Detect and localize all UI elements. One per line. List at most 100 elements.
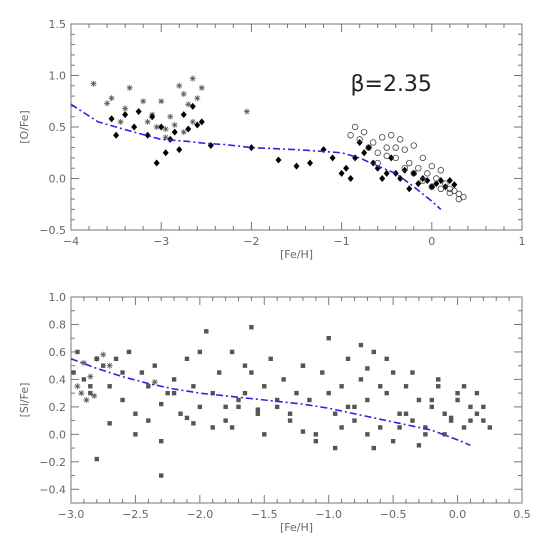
asterisk-point bbox=[100, 351, 107, 358]
square-point bbox=[390, 370, 396, 375]
square-point bbox=[365, 366, 370, 371]
circle-point bbox=[351, 123, 359, 131]
square-point bbox=[442, 432, 447, 437]
x-axis-label: [Fe/H] bbox=[280, 248, 313, 261]
square-point bbox=[229, 425, 235, 430]
model-curve bbox=[71, 358, 471, 447]
asterisk-stroke bbox=[78, 390, 84, 396]
circle-point bbox=[437, 167, 445, 174]
square-point bbox=[448, 415, 454, 421]
circle-point bbox=[383, 152, 390, 160]
asterisk-point bbox=[144, 118, 151, 125]
y-tick-label: 1.0 bbox=[49, 70, 67, 83]
circle-point bbox=[392, 154, 399, 162]
asterisk-point bbox=[104, 100, 111, 107]
asterisk-point bbox=[176, 82, 183, 89]
asterisk-stroke bbox=[190, 119, 196, 125]
y-tick-label: −0.2 bbox=[39, 456, 66, 469]
diamond-point bbox=[275, 156, 282, 164]
diamond-point bbox=[419, 175, 426, 182]
square-point bbox=[352, 418, 357, 423]
square-point bbox=[378, 425, 383, 430]
square-point bbox=[436, 384, 441, 389]
y-tick-label: 0.2 bbox=[49, 401, 67, 414]
x-tick-label: 0.0 bbox=[449, 508, 467, 521]
circle-point bbox=[383, 144, 390, 151]
square-point bbox=[448, 418, 454, 423]
square-point bbox=[358, 377, 364, 382]
diamond-point bbox=[176, 146, 183, 154]
square-point bbox=[455, 397, 460, 403]
diamond-point bbox=[149, 113, 156, 121]
square-point bbox=[390, 439, 396, 444]
data-layer bbox=[71, 325, 492, 478]
asterisk-stroke bbox=[122, 105, 128, 111]
square-point bbox=[223, 418, 228, 423]
square-point bbox=[133, 432, 138, 437]
diamond-point bbox=[406, 185, 413, 193]
circle-point bbox=[388, 132, 395, 139]
y-tick-label: −0.4 bbox=[39, 483, 66, 496]
diamond-point bbox=[293, 162, 300, 170]
circle-point bbox=[397, 136, 404, 143]
diamond-point bbox=[451, 181, 458, 189]
square-point bbox=[146, 418, 151, 423]
square-point bbox=[71, 370, 76, 375]
diamond-point bbox=[361, 149, 368, 157]
asterisk-point bbox=[106, 362, 113, 369]
square-point bbox=[461, 425, 467, 430]
diamond-point bbox=[108, 115, 115, 123]
circle-point bbox=[428, 162, 435, 170]
diamond-point bbox=[446, 177, 453, 185]
square-point bbox=[397, 425, 402, 430]
asterisk-point bbox=[126, 84, 133, 91]
diamond-point bbox=[370, 159, 377, 167]
diamond-point bbox=[171, 128, 178, 136]
square-point bbox=[236, 397, 241, 403]
asterisk-stroke bbox=[87, 374, 93, 380]
asterisk-point bbox=[74, 383, 81, 390]
square-point bbox=[268, 356, 273, 361]
asterisk-stroke bbox=[163, 134, 169, 140]
diamond-point bbox=[144, 131, 151, 139]
asterisk-point bbox=[189, 118, 196, 125]
square-point bbox=[281, 377, 286, 382]
diamond-point bbox=[189, 102, 196, 110]
circle-point bbox=[347, 132, 354, 139]
x-tick-label: 1 bbox=[519, 235, 526, 248]
asterisk-point bbox=[180, 129, 187, 136]
square-point bbox=[416, 443, 422, 448]
asterisk-point bbox=[180, 91, 187, 98]
square-point bbox=[345, 356, 351, 361]
diamond-point bbox=[424, 177, 431, 185]
square-point bbox=[191, 384, 196, 389]
square-point bbox=[262, 384, 267, 389]
diamond-point bbox=[329, 154, 336, 162]
asterisk-point bbox=[167, 113, 174, 120]
plot-frame bbox=[70, 23, 523, 231]
square-point bbox=[184, 356, 190, 361]
asterisk-stroke bbox=[83, 397, 89, 403]
y-axis-label: [O/Fe] bbox=[18, 110, 31, 143]
asterisk-stroke bbox=[104, 100, 110, 106]
asterisk-point bbox=[158, 98, 165, 105]
diamond-point bbox=[113, 131, 120, 139]
square-point bbox=[249, 325, 254, 330]
asterisk-point bbox=[108, 95, 115, 102]
diamond-point bbox=[401, 166, 408, 174]
circle-point bbox=[424, 170, 431, 177]
square-point bbox=[365, 432, 370, 437]
asterisk-stroke bbox=[109, 95, 115, 101]
y-axis-label: [Si/Fe] bbox=[18, 383, 31, 418]
asterisk-stroke bbox=[158, 98, 164, 104]
square-point bbox=[436, 377, 441, 382]
x-tick-label: −3 bbox=[153, 235, 169, 248]
square-point bbox=[339, 425, 344, 430]
square-point bbox=[184, 415, 190, 421]
circle-point bbox=[442, 180, 449, 187]
square-point bbox=[274, 397, 280, 403]
circle-point bbox=[455, 195, 463, 203]
circle-point bbox=[401, 146, 408, 153]
asterisk-point bbox=[83, 397, 90, 403]
